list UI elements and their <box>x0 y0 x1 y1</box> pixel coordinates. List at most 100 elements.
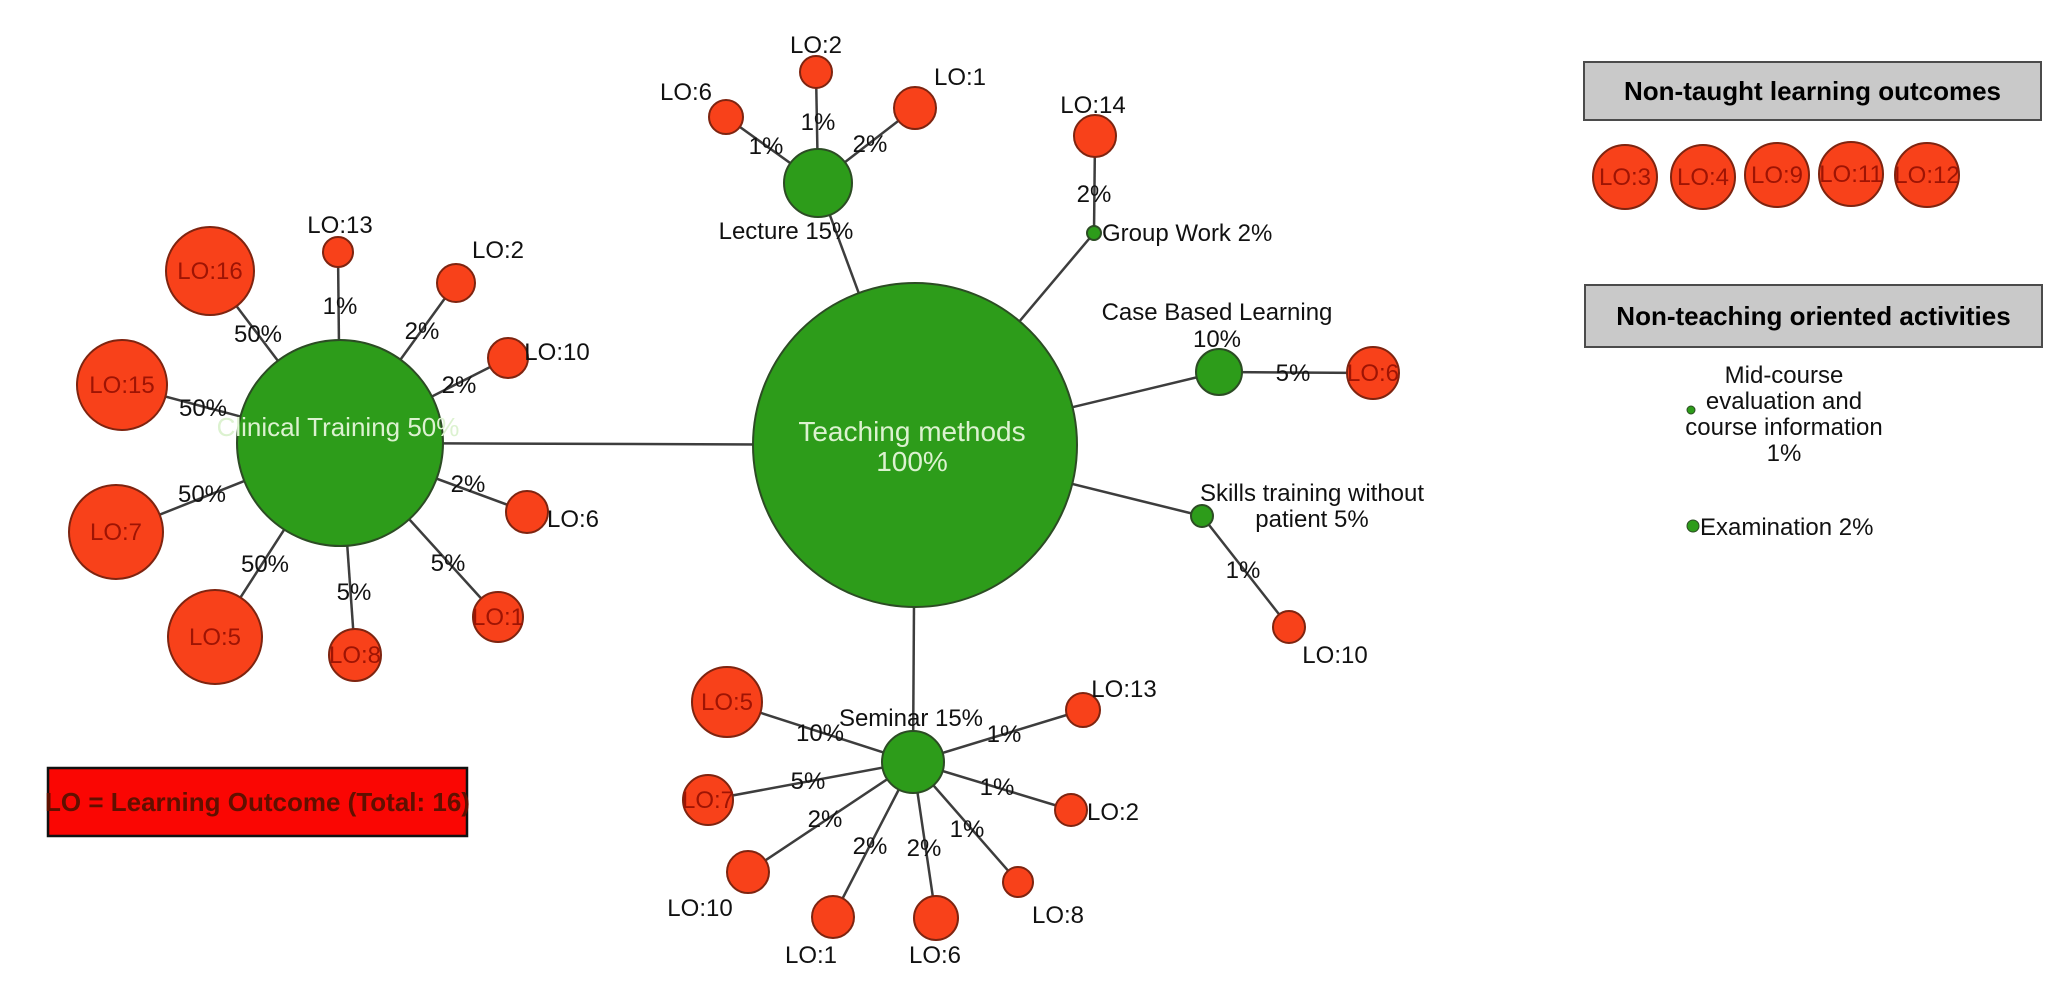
node-seminar <box>881 730 945 794</box>
node-nt11 <box>1818 141 1884 207</box>
node-l1 <box>893 86 937 130</box>
edge-label-clinical-c2: 2% <box>405 318 440 345</box>
panel-box-non-teaching-activities <box>1584 284 2043 348</box>
node-se10 <box>726 850 770 894</box>
edge-label-seminar-se5: 10% <box>796 720 844 747</box>
edge-label-clinical-c5: 50% <box>241 551 289 578</box>
node-se2 <box>1054 793 1088 827</box>
node-c1 <box>472 591 524 643</box>
edge-label-clinical-c13: 1% <box>323 293 358 320</box>
node-se8 <box>1002 866 1034 898</box>
node-se1 <box>811 895 855 939</box>
node-label-g14: LO:14 <box>1060 92 1125 119</box>
node-label-se1: LO:1 <box>785 942 837 969</box>
nodes-layer <box>68 55 1960 941</box>
edge-label-clinical-c8: 5% <box>337 579 372 606</box>
node-label-se2: LO:2 <box>1087 799 1139 826</box>
node-c8 <box>328 628 382 682</box>
edge-label-lecture-l2: 1% <box>801 109 836 136</box>
edge-label-seminar-se8: 1% <box>950 816 985 843</box>
node-label-c10: LO:10 <box>524 339 589 366</box>
node-label-l6: LO:6 <box>660 79 712 106</box>
edge-label-clinical-c7: 50% <box>178 481 226 508</box>
edge-label-lecture-l6: 1% <box>749 133 784 160</box>
node-c6 <box>505 490 549 534</box>
node-c10 <box>487 337 529 379</box>
dot-examination <box>1686 519 1700 533</box>
edge-label-seminar-se6: 2% <box>907 835 942 862</box>
node-nt12 <box>1894 142 1960 208</box>
node-label-se8: LO:8 <box>1032 902 1084 929</box>
edge-label-clinical-c15: 50% <box>179 395 227 422</box>
node-label-c6: LO:6 <box>547 506 599 533</box>
node-label-se10: LO:10 <box>667 895 732 922</box>
node-c2 <box>436 263 476 303</box>
node-se5 <box>691 666 763 738</box>
edge-label-clinical-c1: 5% <box>431 550 466 577</box>
node-s10 <box>1272 610 1306 644</box>
edge-label-groupwork-g14: 2% <box>1077 181 1112 208</box>
node-label-s10: LO:10 <box>1302 642 1367 669</box>
node-label-nt11: LO:11 <box>1819 161 1883 188</box>
node-label-l2: LO:2 <box>790 32 842 59</box>
node-se13 <box>1065 692 1101 728</box>
node-label-c1: LO:1 <box>472 604 524 631</box>
legend-text: LO = Learning Outcome (Total: 16) <box>45 787 470 817</box>
node-label-c2: LO:2 <box>472 237 524 264</box>
node-nt3 <box>1592 144 1658 210</box>
edge-label-seminar-se10: 2% <box>808 806 843 833</box>
node-c5 <box>167 589 263 685</box>
node-se6 <box>913 895 959 941</box>
edge-label-clinical-c16: 50% <box>234 321 282 348</box>
edge-label-lecture-l1: 2% <box>853 131 888 158</box>
node-nt4 <box>1670 144 1736 210</box>
annotation-examination: Examination 2% <box>1700 514 1873 541</box>
node-label-nt4: LO:4 <box>1677 164 1729 191</box>
node-l2 <box>799 55 833 89</box>
node-label-seminar: Seminar 15% <box>839 705 983 732</box>
node-label-c16: LO:16 <box>177 258 242 285</box>
node-nt9 <box>1744 142 1810 208</box>
legend-box <box>46 766 469 838</box>
node-se7 <box>682 774 734 826</box>
node-label-nt3: LO:3 <box>1599 164 1651 191</box>
node-label-l1: LO:1 <box>934 64 986 91</box>
node-c15 <box>76 339 168 431</box>
node-c16 <box>165 226 255 316</box>
panel-title-non-teaching-activities: Non-teaching oriented activities <box>1616 301 2010 331</box>
node-label-c15: LO:15 <box>89 372 154 399</box>
edge-label-skills-s10: 1% <box>1226 557 1261 584</box>
node-label-se13: LO:13 <box>1091 676 1156 703</box>
panels-layer: Non-taught learning outcomes Non-teaching… <box>45 61 2043 838</box>
node-c13 <box>322 236 354 268</box>
node-label-cbl: Case Based Learning 10% <box>1102 299 1333 353</box>
panel-box-non-taught-outcomes <box>1583 61 2042 121</box>
edge-label-seminar-se13: 1% <box>987 721 1022 748</box>
node-lecture <box>783 148 853 218</box>
node-skills <box>1190 504 1214 528</box>
node-label-c8: LO:8 <box>329 642 381 669</box>
node-label-cb6: LO:6 <box>1347 360 1399 387</box>
edge-label-cbl-cb6: 5% <box>1276 360 1311 387</box>
edge-skills-s10 <box>1201 515 1290 628</box>
node-label-clinical: Clinical Training 50% <box>217 412 460 442</box>
edge-label-clinical-c6: 2% <box>451 471 486 498</box>
node-label-c7: LO:7 <box>90 519 142 546</box>
node-label-se7: LO:7 <box>682 787 734 814</box>
node-label-nt12: LO:12 <box>1894 162 1959 189</box>
edge-label-seminar-se7: 5% <box>791 768 826 795</box>
edge-label-seminar-se1: 2% <box>853 833 888 860</box>
node-cbl <box>1195 348 1243 396</box>
dot-mid-course-evaluation <box>1686 405 1696 415</box>
node-label-teaching: Teaching methods 100% <box>798 416 1025 477</box>
annotation-mid-course-evaluation: Mid-course evaluation and course informati… <box>1685 362 1882 467</box>
panel-title-non-taught-outcomes: Non-taught learning outcomes <box>1624 76 2001 106</box>
node-label-groupwork: Group Work 2% <box>1102 220 1272 247</box>
node-groupwork <box>1086 225 1102 241</box>
node-teaching <box>752 282 1078 608</box>
node-g14 <box>1073 114 1117 158</box>
edge-labels-layer: 50% 1% 2% 2% 50% 50% 2% 50% 5% 5% 1% 1% 2% 2% 5% 1% 10% 5… <box>178 109 1310 862</box>
node-label-c5: LO:5 <box>189 624 241 651</box>
